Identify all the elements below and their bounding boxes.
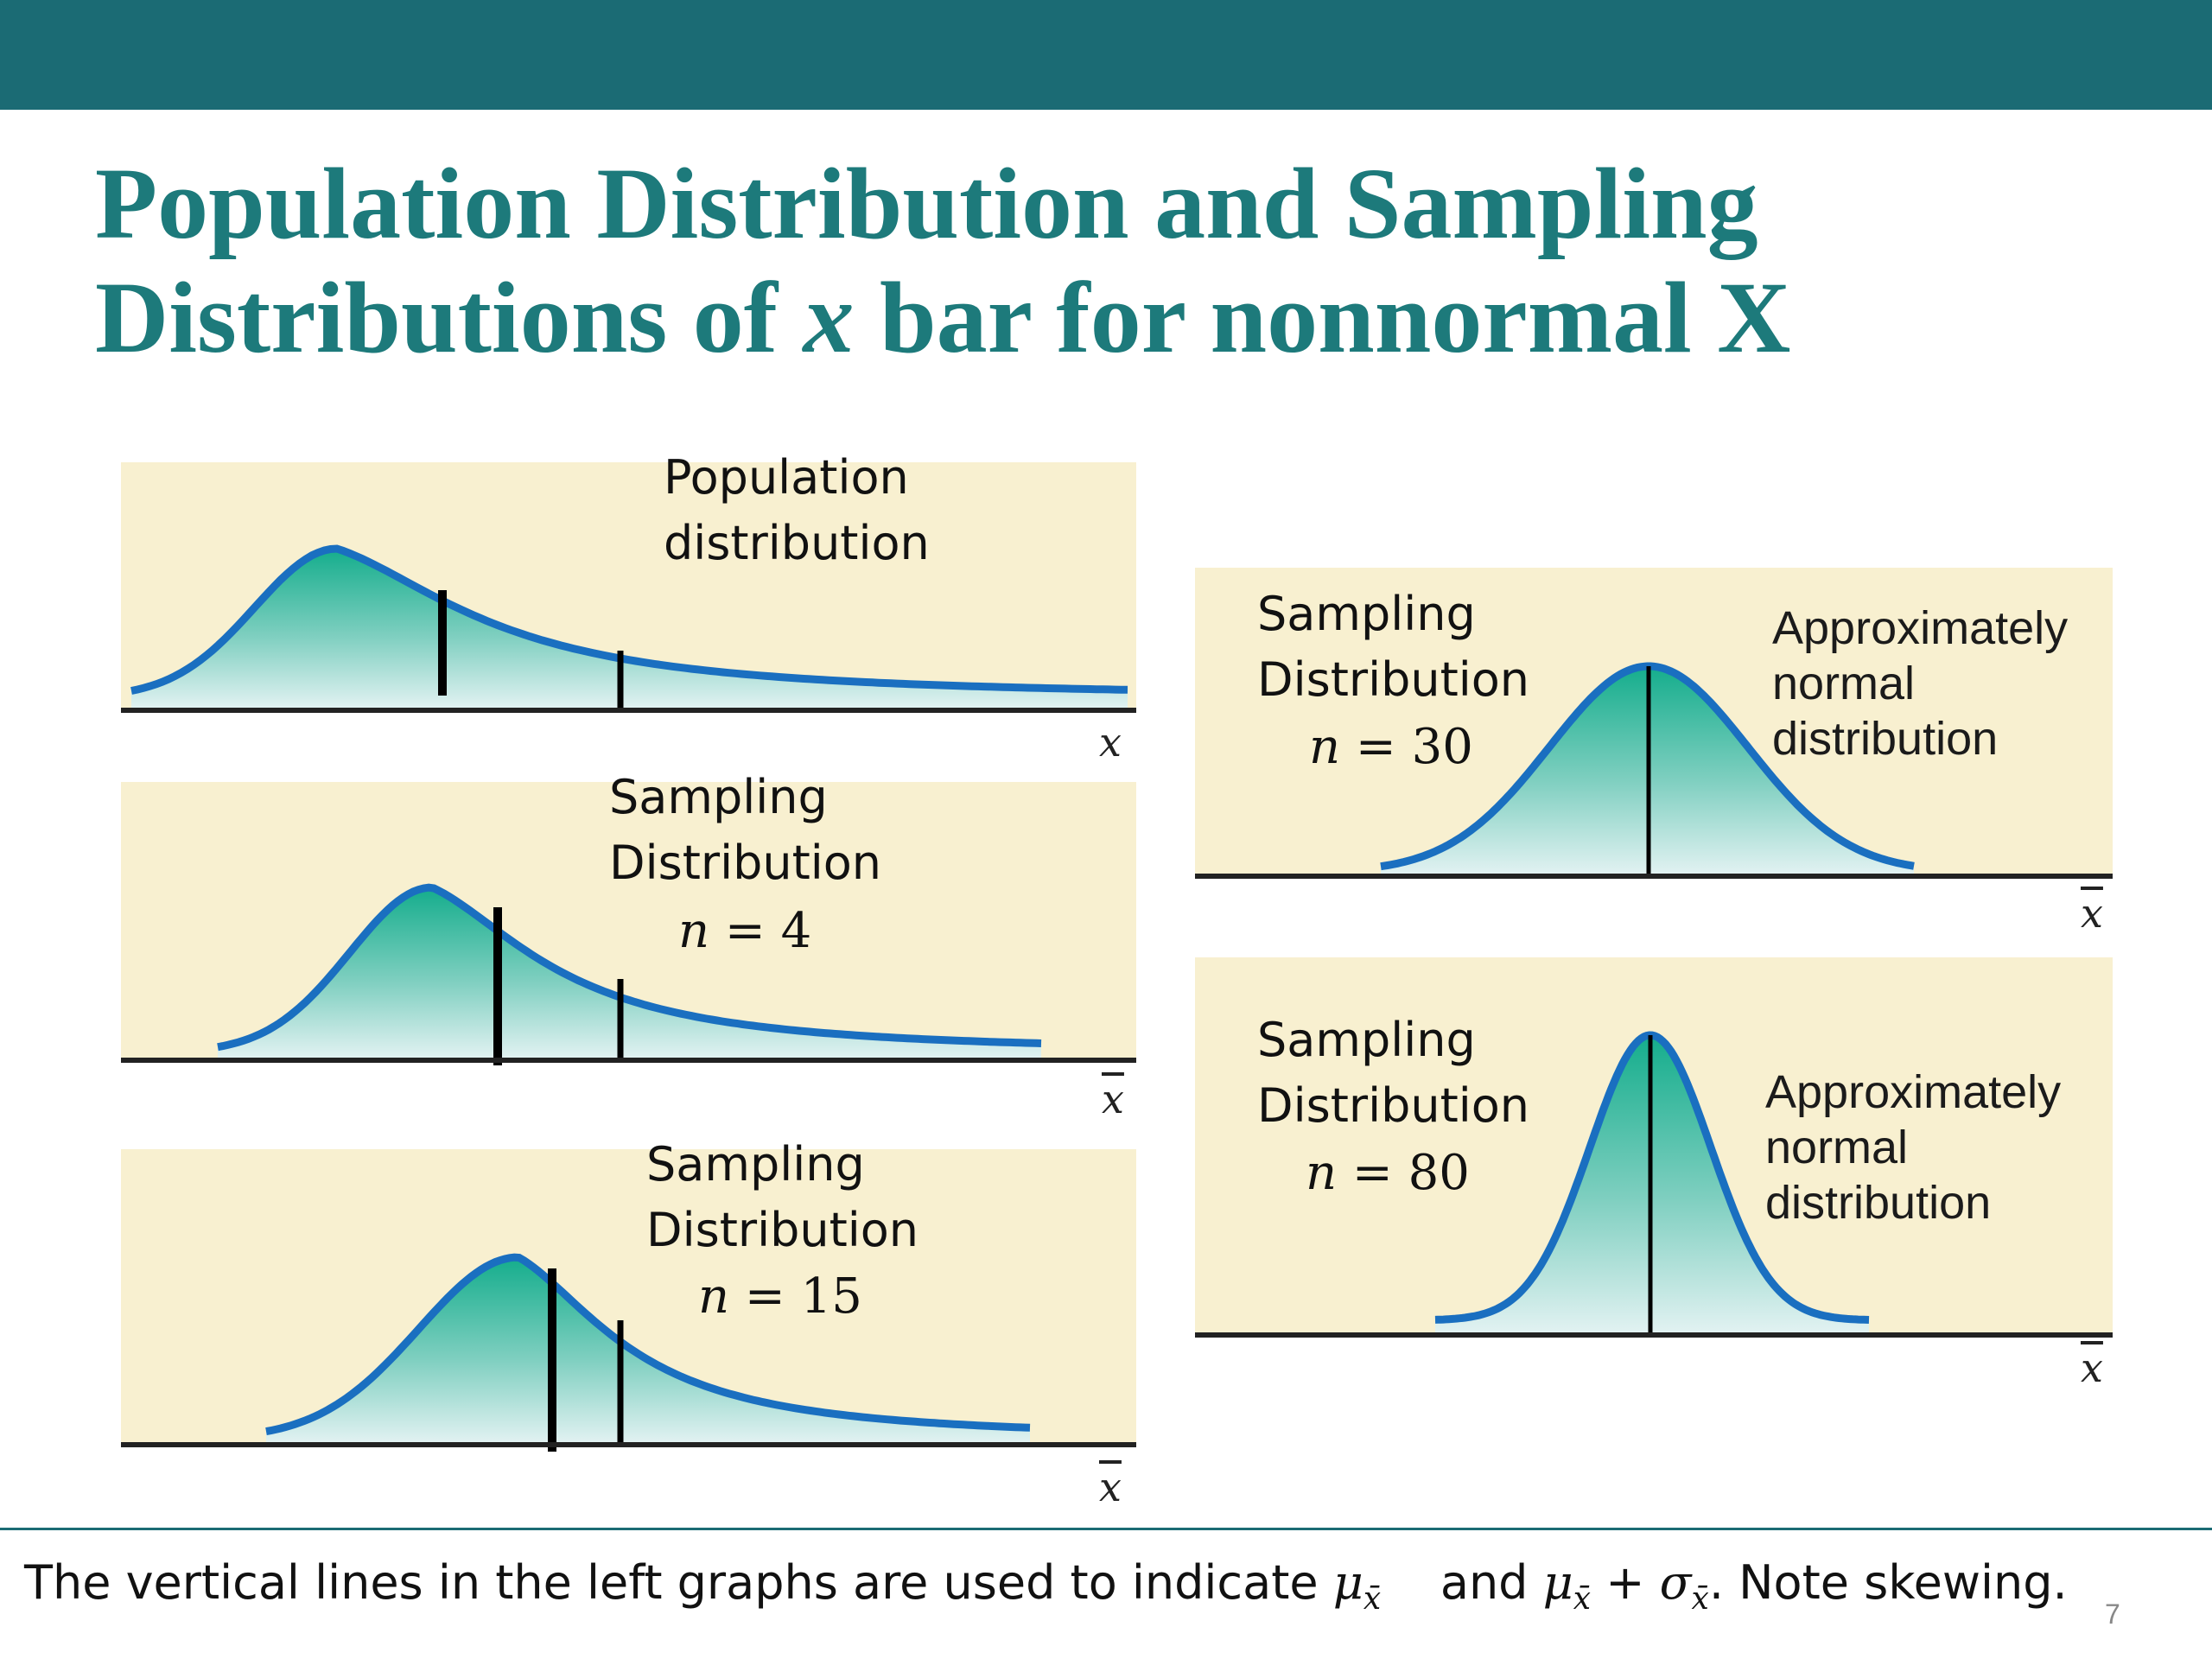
panel-sampling-n80: Sampling Distribution n = 80 Approximate… — [1195, 957, 2113, 1338]
label-line-2: Distribution — [609, 836, 882, 890]
xbar-subscript: x̄ — [1363, 1580, 1382, 1617]
panel-sampling-n4: Sampling Distribution n = 4 — [121, 770, 1136, 1065]
title-line-2-pre: Distributions of — [95, 261, 804, 374]
sample-size-label: n = 15 — [698, 1264, 862, 1330]
n-var: n — [1309, 719, 1341, 775]
n-value: = 30 — [1340, 719, 1473, 775]
n4-curve-plot — [121, 782, 1136, 1065]
distribution-fill — [218, 887, 1041, 1058]
panel-label: Sampling Distribution — [1257, 582, 1529, 713]
n15-curve-plot — [121, 1149, 1136, 1452]
panel-label: Sampling Distribution — [1257, 1007, 1529, 1139]
n-var: n — [678, 903, 710, 959]
population-curve-plot — [121, 462, 1136, 713]
footnote-text: The vertical lines in the left graphs ar… — [24, 1555, 1333, 1610]
sample-size-label: n = 4 — [678, 899, 811, 964]
distribution-curve — [130, 544, 1128, 695]
label-line-2: Distribution — [1257, 652, 1530, 707]
sigma-symbol: σ — [1659, 1555, 1692, 1610]
approx-normal-label: Approximately normal distribution — [1765, 1066, 2062, 1229]
plus-sign: + — [1591, 1555, 1660, 1610]
distribution-fill — [266, 1257, 1030, 1443]
xbar-axis-label: x — [1099, 1464, 1122, 1510]
label-line-1: Sampling — [609, 770, 828, 824]
panel-sampling-n30: Sampling Distribution n = 30 Approximate… — [1195, 568, 2113, 879]
x-axis-label: x — [1099, 719, 1122, 766]
xbar-axis-label: x — [2081, 1344, 2103, 1391]
mu-symbol: μ — [1542, 1555, 1573, 1610]
xbar-subscript: x̄ — [1691, 1580, 1709, 1617]
n30-curve-plot — [1195, 568, 2113, 879]
panel-label: Sampling Distribution — [609, 765, 881, 896]
title-line-2-post: bar for nonnormal X — [854, 261, 1791, 374]
sample-size-label: n = 80 — [1306, 1141, 1470, 1206]
label-line-2: Distribution — [1257, 1078, 1530, 1133]
n80-curve-plot — [1195, 957, 2113, 1338]
footnote-and: and — [1381, 1555, 1543, 1610]
page-number: 7 — [2105, 1599, 2120, 1630]
distribution-curve — [265, 1253, 1031, 1436]
mu-symbol: μ — [1332, 1555, 1363, 1610]
title-line-2-var: x — [803, 261, 855, 374]
n-var: n — [698, 1268, 730, 1325]
label-line-2: Distribution — [646, 1203, 919, 1257]
label-line-1: Sampling — [1257, 1013, 1476, 1067]
distribution-curve — [217, 883, 1042, 1052]
panel-label: Population distribution — [664, 445, 930, 576]
label-line-1: Population — [664, 450, 909, 505]
header-bar — [0, 0, 2212, 110]
footnote: The vertical lines in the left graphs ar… — [24, 1555, 2068, 1617]
xbar-axis-label: x — [2081, 890, 2103, 937]
distribution-fill — [131, 549, 1128, 709]
panel-population: Population distribution — [121, 450, 1136, 713]
approx-normal-label: Approximately normal distribution — [1772, 602, 2069, 765]
slide-title: Population Distribution and Sampling Dis… — [95, 147, 2082, 375]
n-value: = 80 — [1337, 1145, 1470, 1201]
footnote-tail: . Note skewing. — [1708, 1555, 2068, 1610]
xbar-axis-label: x — [1102, 1076, 1124, 1122]
n-var: n — [1306, 1145, 1338, 1201]
n-value: = 15 — [729, 1268, 862, 1325]
label-line-1: Sampling — [646, 1137, 865, 1192]
label-line-2: distribution — [664, 516, 930, 570]
panel-sampling-n15: Sampling Distribution n = 15 — [121, 1137, 1136, 1452]
n-value: = 4 — [709, 903, 812, 959]
sample-size-label: n = 30 — [1309, 715, 1473, 780]
panel-label: Sampling Distribution — [646, 1132, 918, 1263]
footer-divider — [0, 1528, 2212, 1530]
label-line-1: Sampling — [1257, 587, 1476, 641]
title-line-1: Population Distribution and Sampling — [95, 147, 1758, 260]
xbar-subscript: x̄ — [1573, 1580, 1592, 1617]
